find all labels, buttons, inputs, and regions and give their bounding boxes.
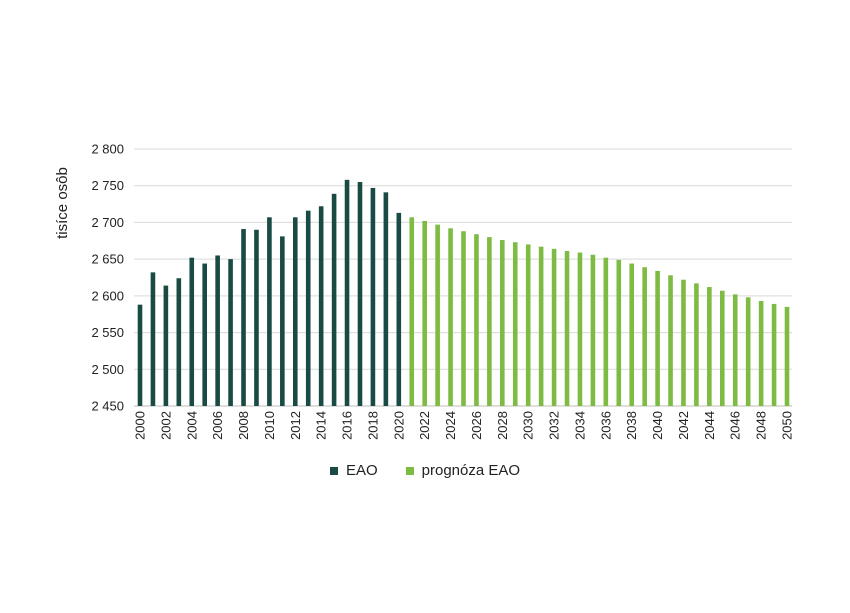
bar-eao-2005 xyxy=(202,263,207,406)
bar-prognoza-eao-2030 xyxy=(525,244,531,406)
bar-eao-2004 xyxy=(189,257,195,406)
x-tick-label: 2014 xyxy=(314,411,329,440)
bar-prognoza-eao-2049 xyxy=(771,303,777,406)
y-tick-label: 2 700 xyxy=(91,215,124,230)
y-tick-label: 2 500 xyxy=(91,362,124,377)
bar-prognoza-eao-2050 xyxy=(784,306,790,406)
x-tick-label: 2010 xyxy=(262,411,277,440)
bar-eao-2006 xyxy=(215,255,220,406)
x-tick-label: 2022 xyxy=(417,411,432,440)
x-tick-label: 2046 xyxy=(728,411,743,440)
bar-prognoza-eao-2047 xyxy=(745,297,751,406)
y-tick-label: 2 450 xyxy=(91,399,124,414)
x-tick-label: 2050 xyxy=(780,411,795,440)
y-tick-labels: 2 450 2 500 2 550 2 600 2 650 2 700 2 750 2 800 xyxy=(91,142,124,414)
bar-eao-2015 xyxy=(331,193,337,406)
bar-eao-2008 xyxy=(241,229,246,406)
bar-prognoza-eao-2045 xyxy=(720,290,725,406)
bar-prognoza-eao-2039 xyxy=(642,267,647,406)
x-tick-label: 2020 xyxy=(391,411,406,440)
bar-prognoza-eao-2043 xyxy=(694,283,699,406)
bar-prognoza-eao-2022 xyxy=(422,220,427,406)
x-tick-label: 2004 xyxy=(184,411,199,440)
x-tick-label: 2016 xyxy=(340,411,355,440)
x-tick-label: 2030 xyxy=(521,411,536,440)
bar-prognoza-eao-2036 xyxy=(603,257,609,406)
bar-eao-2000 xyxy=(137,304,143,406)
bar-eao-2011 xyxy=(280,236,285,406)
bar-eao-2020 xyxy=(396,212,402,406)
bar-prognoza-eao-2037 xyxy=(616,259,622,406)
legend-swatch-prognoza-eao xyxy=(405,466,414,475)
bar-eao-2001 xyxy=(150,272,156,406)
bar-prognoza-eao-2034 xyxy=(577,252,583,406)
bar-eao-2002 xyxy=(163,285,169,406)
x-tick-label: 2032 xyxy=(547,411,562,440)
x-tick-label: 2008 xyxy=(236,411,251,440)
bar-eao-2013 xyxy=(305,210,311,406)
y-tick-label: 2 800 xyxy=(91,142,124,157)
bar-eao-2010 xyxy=(267,217,272,406)
bar-eao-2007 xyxy=(228,259,233,406)
bar-eao-2012 xyxy=(292,217,298,406)
x-tick-label: 2040 xyxy=(650,411,665,440)
x-tick-labels: 2000 2002 2004 2006 2008 2010 2012 2014 2016 2018… xyxy=(133,411,795,440)
bar-prognoza-eao-2033 xyxy=(564,251,570,406)
bar-eao-2016 xyxy=(344,179,350,406)
x-tick-label: 2002 xyxy=(158,411,173,440)
bar-prognoza-eao-2021 xyxy=(409,217,415,406)
y-tick-label: 2 750 xyxy=(91,178,124,193)
bar-eao-2019 xyxy=(383,192,389,406)
bar-eao-2003 xyxy=(176,278,182,406)
bar-prognoza-eao-2035 xyxy=(590,254,596,406)
y-tick-label: 2 600 xyxy=(91,288,124,303)
bar-eao-2018 xyxy=(370,187,376,406)
bar-prognoza-eao-2044 xyxy=(707,287,712,406)
x-tick-label: 2044 xyxy=(702,411,717,440)
x-tick-label: 2026 xyxy=(469,411,484,440)
x-tick-label: 2038 xyxy=(624,411,639,440)
bar-prognoza-eao-2028 xyxy=(500,240,505,406)
x-tick-label: 2012 xyxy=(288,411,303,440)
legend-item-prognoza-eao: prognóza EAO xyxy=(405,462,521,479)
x-tick-label: 2042 xyxy=(676,411,691,440)
x-tick-label: 2006 xyxy=(210,411,225,440)
y-tick-label: 2 550 xyxy=(91,325,124,340)
legend-label-eao: EAO xyxy=(345,462,378,479)
legend: EAO prognóza EAO xyxy=(0,462,850,479)
bar-prognoza-eao-2042 xyxy=(681,279,686,406)
x-tick-label: 2018 xyxy=(365,411,380,440)
bar-prognoza-eao-2038 xyxy=(629,263,635,406)
x-tick-label: 2024 xyxy=(443,411,458,440)
bar-prognoza-eao-2026 xyxy=(474,234,479,406)
bar-eao-2017 xyxy=(357,182,363,406)
bar-prognoza-eao-2031 xyxy=(538,246,544,406)
legend-swatch-eao xyxy=(329,466,338,475)
x-tick-label: 2000 xyxy=(133,411,148,440)
bar-prognoza-eao-2048 xyxy=(758,300,764,406)
bar-prognoza-eao-2027 xyxy=(487,237,492,406)
x-tick-label: 2048 xyxy=(754,411,769,440)
bar-prognoza-eao-2032 xyxy=(551,248,557,406)
y-tick-label: 2 650 xyxy=(91,252,124,267)
x-tick-label: 2028 xyxy=(495,411,510,440)
x-tick-label: 2036 xyxy=(598,411,613,440)
bar-eao-2014 xyxy=(318,206,324,406)
y-axis-label: tisíce osôb xyxy=(54,167,71,239)
bar-prognoza-eao-2041 xyxy=(668,275,673,406)
bar-eao-2009 xyxy=(254,229,259,406)
bar-prognoza-eao-2024 xyxy=(448,228,453,406)
bar-prognoza-eao-2040 xyxy=(655,270,660,406)
bar-prognoza-eao-2029 xyxy=(512,242,518,406)
bars xyxy=(137,179,790,406)
bar-prognoza-eao-2025 xyxy=(461,231,466,406)
legend-label-prognoza-eao: prognóza EAO xyxy=(421,462,521,479)
bar-prognoza-eao-2023 xyxy=(435,224,440,406)
x-tick-label: 2034 xyxy=(572,411,587,440)
legend-item-eao: EAO xyxy=(329,462,378,479)
bar-prognoza-eao-2046 xyxy=(732,294,738,406)
